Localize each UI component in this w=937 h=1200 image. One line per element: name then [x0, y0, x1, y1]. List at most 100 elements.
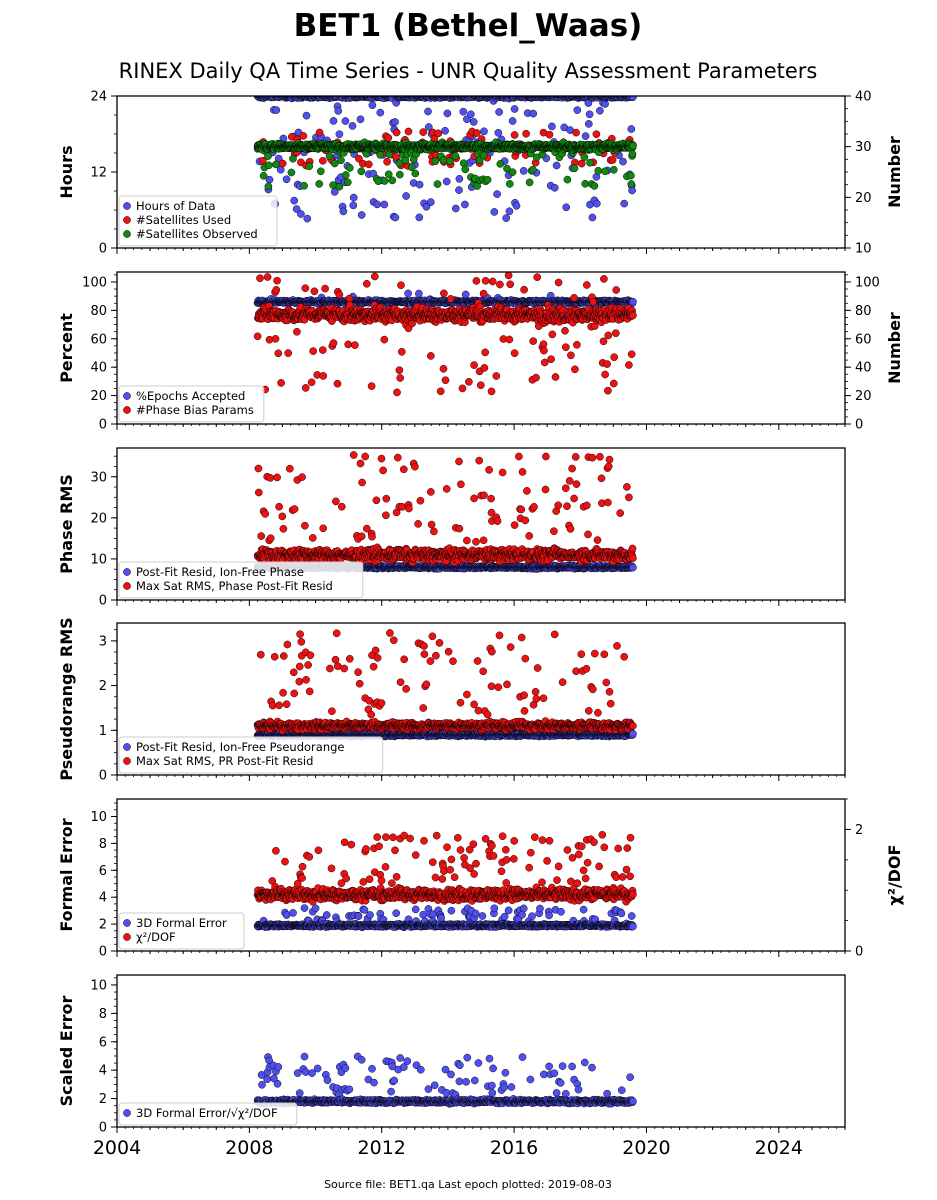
point — [431, 157, 440, 166]
point — [505, 180, 514, 188]
point — [584, 120, 593, 128]
point — [592, 130, 601, 139]
point — [604, 331, 613, 340]
point — [419, 128, 428, 136]
legend-label: Hours of Data — [136, 199, 216, 213]
point — [554, 278, 563, 287]
point — [588, 213, 597, 222]
point — [470, 361, 478, 369]
point — [397, 347, 406, 356]
point — [590, 182, 599, 190]
point — [297, 210, 305, 218]
point — [362, 279, 371, 288]
panel-2: 020406080100Percent020406080100Number%Ep… — [57, 271, 904, 433]
point — [629, 311, 637, 320]
point — [264, 152, 272, 160]
point — [577, 159, 586, 168]
point — [472, 277, 481, 285]
point — [495, 108, 503, 116]
point — [272, 160, 280, 169]
point — [445, 157, 454, 166]
y-axis-label: Percent — [57, 313, 76, 383]
series-points — [253, 272, 637, 397]
point — [259, 171, 268, 180]
point — [585, 110, 594, 119]
point — [370, 272, 379, 281]
y2-tick-label: 80 — [855, 304, 872, 319]
y-tick-label: 0 — [99, 242, 107, 257]
point — [380, 200, 389, 209]
y2-tick-label: 100 — [855, 275, 880, 290]
point — [461, 290, 470, 299]
point — [562, 203, 571, 212]
legend-marker — [123, 406, 131, 414]
point — [461, 165, 470, 174]
point — [592, 199, 601, 208]
point — [321, 284, 329, 293]
point — [563, 175, 572, 184]
point — [402, 192, 410, 200]
point — [380, 177, 389, 185]
point — [404, 127, 413, 136]
point — [520, 285, 528, 294]
point — [496, 280, 504, 289]
point — [345, 294, 354, 303]
point — [443, 109, 452, 118]
point — [349, 201, 358, 210]
point — [357, 211, 366, 219]
point — [525, 178, 534, 187]
point — [496, 160, 505, 168]
point — [376, 108, 385, 117]
point — [580, 153, 589, 162]
y-tick-label: 40 — [90, 361, 107, 376]
point — [309, 347, 318, 355]
point — [264, 161, 273, 170]
point — [599, 337, 608, 346]
point — [609, 165, 618, 174]
point — [293, 327, 301, 336]
point — [287, 168, 296, 177]
point — [335, 182, 344, 191]
point — [396, 374, 405, 382]
point — [441, 126, 449, 135]
point — [307, 378, 316, 387]
point — [455, 175, 464, 183]
point — [561, 326, 569, 335]
point — [594, 166, 603, 175]
point — [422, 202, 431, 211]
point — [529, 109, 538, 118]
point — [603, 360, 611, 368]
legend-label: #Satellites Observed — [136, 227, 258, 241]
point — [393, 388, 401, 397]
y2-axis-label: Number — [885, 312, 904, 384]
point — [548, 330, 557, 339]
point — [334, 107, 343, 115]
point — [439, 156, 448, 164]
point — [627, 171, 635, 180]
point — [620, 199, 629, 208]
point — [510, 349, 519, 358]
point — [571, 365, 579, 374]
point — [316, 167, 325, 176]
point — [384, 133, 393, 142]
point — [395, 159, 404, 168]
point — [439, 364, 448, 373]
point — [415, 180, 424, 189]
point — [339, 207, 348, 216]
y-tick-label: 12 — [90, 166, 107, 181]
point — [627, 125, 636, 133]
point — [348, 122, 357, 130]
legend-marker — [123, 392, 131, 400]
point — [278, 159, 287, 168]
point — [532, 373, 540, 382]
y2-axis-label: Number — [885, 136, 904, 208]
point — [505, 335, 514, 344]
point — [628, 150, 637, 158]
point — [310, 287, 319, 296]
point — [479, 289, 488, 298]
point — [573, 340, 581, 349]
point — [351, 341, 359, 349]
point — [492, 372, 501, 380]
